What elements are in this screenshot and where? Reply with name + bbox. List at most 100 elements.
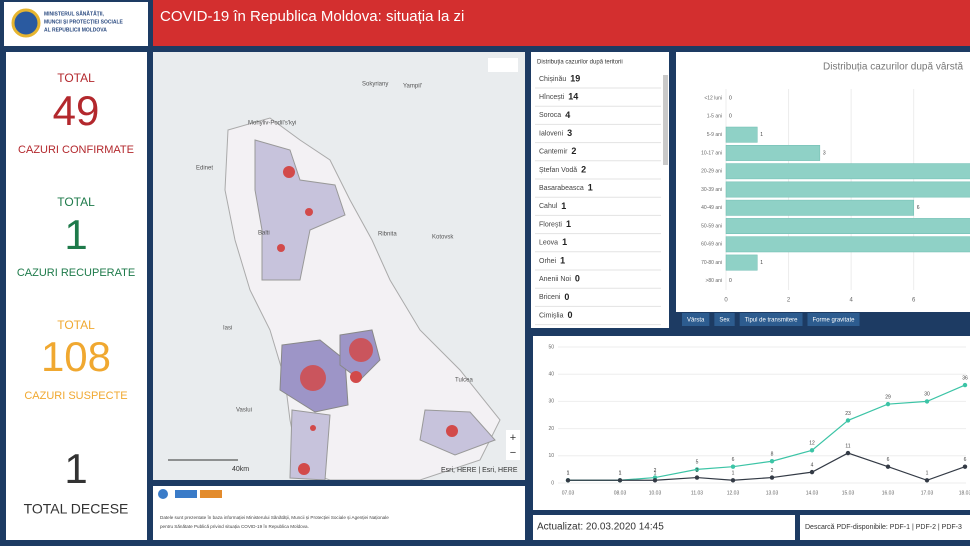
bar-value-label: 0: [729, 114, 732, 120]
point-label: 4: [811, 462, 814, 468]
point: [885, 464, 891, 469]
point: [565, 478, 571, 483]
point-label: 6: [964, 457, 967, 463]
district-value: 0: [575, 274, 580, 284]
point: [769, 459, 775, 464]
map-label: Tulcea: [455, 378, 473, 384]
district-title: Distribuția cazurilor după teritorii: [537, 60, 623, 66]
x-tick-label: 15.03: [842, 490, 855, 496]
title-bar: [153, 0, 970, 46]
map-label: Sokyriany: [362, 82, 388, 88]
bar-value-label: 3: [823, 150, 826, 156]
age-chart: Distribuția cazurilor după vârstă 0 2 4 6 <12…: [701, 62, 970, 304]
map-tools[interactable]: [488, 58, 518, 72]
tab-button-bg[interactable]: [807, 313, 860, 326]
district-name: Anenii Noi: [539, 276, 571, 283]
case-circle: [283, 166, 295, 178]
district-name: Soroca: [539, 112, 561, 119]
pdf-links[interactable]: Descarcă PDF-disponibile: PDF-1 | PDF-2 …: [805, 524, 962, 531]
bar: [725, 218, 970, 234]
info-text: Datele sunt prezentate în baza informați…: [160, 515, 389, 520]
district-name: Florești: [539, 221, 562, 228]
bar: [725, 126, 758, 143]
case-circle: [305, 208, 313, 216]
stat-caption: TOTAL: [57, 71, 95, 85]
tab-button-label[interactable]: Vârsta: [687, 318, 705, 324]
map-label: Vaslui: [236, 408, 252, 414]
logo-text: MINISTERUL SĂNĂTĂȚII,: [44, 10, 105, 17]
map-label: Iasi: [223, 326, 232, 332]
district-value: 1: [588, 183, 593, 193]
point-label: 2: [771, 468, 774, 474]
stat-label: CAZURI RECUPERATE: [17, 267, 135, 279]
point: [809, 469, 815, 475]
tab-button[interactable]: Tipul de transmitere: [739, 313, 803, 326]
y-tick-label: 20-29 ani: [701, 169, 722, 175]
map-label: Yampil': [403, 84, 422, 90]
point-label: 12: [809, 441, 815, 447]
y-tick-label: >80 ani: [705, 278, 722, 284]
point: [652, 478, 658, 483]
tab-button-label[interactable]: Forme gravitate: [813, 318, 856, 324]
tab-button[interactable]: Forme gravitate: [807, 313, 860, 326]
district-value: 19: [570, 73, 580, 83]
point: [730, 464, 736, 469]
scale-label: 40km: [232, 466, 249, 473]
point-label: 1: [732, 471, 735, 477]
un-logos: [158, 489, 222, 499]
x-tick-label: 08.03: [614, 490, 627, 496]
y-tick-label: 1-5 ani: [707, 114, 722, 120]
tab-button-bg[interactable]: [739, 313, 803, 326]
tab-button-label[interactable]: Sex: [719, 318, 729, 324]
tab-button-bg[interactable]: [682, 313, 710, 326]
stat-caption: TOTAL: [57, 318, 95, 332]
updated-panel: [533, 515, 795, 540]
point: [924, 399, 930, 404]
bar-value-label: 6: [917, 205, 920, 211]
district-name: Cimișlia: [539, 312, 564, 319]
point-label: 2: [696, 468, 699, 474]
x-tick-label: 0: [724, 298, 728, 304]
y-tick-label: 30: [548, 399, 554, 405]
district-name: Chișinău: [539, 76, 566, 83]
district-value: 3: [567, 128, 572, 138]
zoom-out[interactable]: −: [510, 447, 516, 459]
logo-text: AL REPUBLICII MOLDOVA: [44, 27, 107, 33]
bar-value-label: 1: [760, 260, 763, 266]
attribution: Esri, HERE | Esri, HERE: [441, 467, 518, 474]
district-value: 0: [564, 292, 569, 302]
x-tick-label: 17.03: [921, 490, 934, 496]
logo: [11, 8, 41, 38]
zoom-in[interactable]: +: [510, 432, 516, 444]
point: [845, 418, 851, 423]
point-label: 1: [619, 471, 622, 477]
tab-button[interactable]: Sex: [714, 313, 735, 326]
info-text: pentru Sănătate Publică privind situația…: [160, 524, 309, 529]
point: [730, 478, 736, 483]
tab-button[interactable]: Vârsta: [682, 313, 710, 326]
zoom-controls[interactable]: [506, 430, 520, 460]
y-tick-label: 20: [548, 426, 554, 432]
y-tick-label: 40: [548, 372, 554, 378]
point: [694, 467, 700, 472]
point: [962, 464, 968, 469]
district-name: Ștefan Vodă: [539, 167, 577, 174]
district-panel: [531, 52, 669, 328]
point-label: 1: [654, 471, 657, 477]
updated: Actualizat: 20.03.2020 14:45: [537, 522, 664, 533]
point-label: 2: [654, 468, 657, 474]
logo-text: MUNCII ȘI PROTECȚIEI SOCIALE: [44, 19, 124, 25]
x-tick-label: 6: [912, 298, 916, 304]
y-tick-label: 10: [548, 453, 554, 459]
district-name: Cantemir: [539, 149, 568, 156]
map-label: Balti: [258, 231, 270, 237]
district-name: Hîncești: [539, 94, 565, 101]
case-circle: [350, 371, 362, 383]
bar-value-label: 0: [729, 95, 732, 101]
tab-button-bg[interactable]: [714, 313, 735, 326]
point-label: 11: [845, 443, 850, 449]
tab-button-label[interactable]: Tipul de transmitere: [745, 318, 798, 324]
district-name: Orhei: [539, 258, 557, 265]
scrollbar: [663, 75, 668, 165]
stat-caption: TOTAL: [57, 195, 95, 209]
